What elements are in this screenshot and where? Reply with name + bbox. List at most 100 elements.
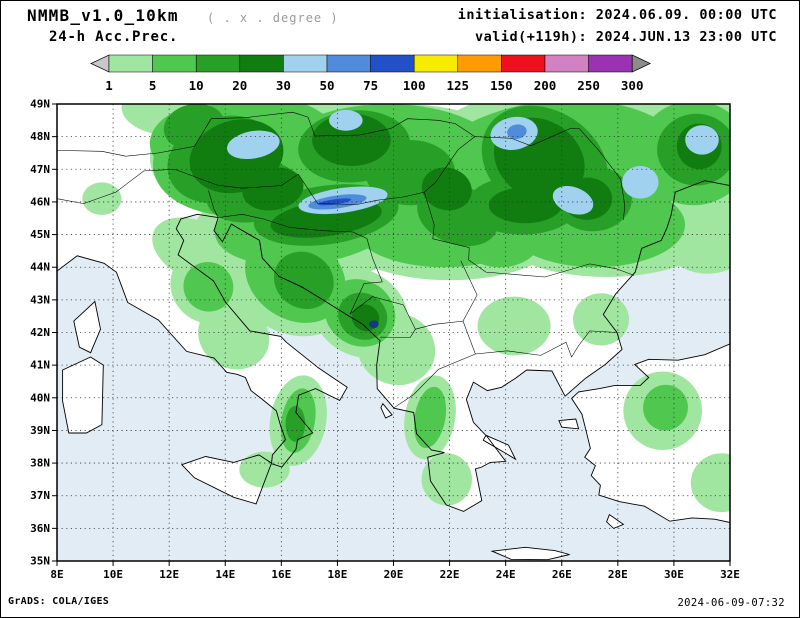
colorbar-tick-label: 200 [534,78,557,93]
colorbar-segment [326,54,371,73]
precip-blob [552,186,594,215]
lon-tick-label: 32E [720,568,740,581]
precip-blob [622,166,659,199]
colorbar-tick-label: 5 [149,78,157,93]
colorbar-legend: 1 5 10 20 30 50 75 100 125 150 200 250 300 [90,54,652,93]
colorbar-segment [544,54,589,73]
colorbar-segment [457,54,502,73]
precip-blob [226,130,280,160]
country-border [424,192,635,278]
colorbar-tick-label: 250 [577,78,600,93]
land-polygon [62,357,104,433]
model-title: NMMB_v1.0_10km [27,6,179,25]
coastline [62,356,104,434]
precip-blob [312,113,391,166]
precip-blob [690,453,730,513]
precip-blob [285,405,306,442]
colorbar-tick-label: 30 [276,78,291,93]
plot-timestamp: 2024-06-09-07:32 [677,597,785,609]
colorbar-tick-label: 1 [105,78,113,93]
country-border [57,169,299,204]
lon-tick-label: 10E [103,568,123,581]
coastline [558,418,580,430]
colorbar-tick-label: 20 [232,78,247,93]
land-polygon [483,435,516,460]
precipitation-map: 49N 48N 47N 46N 45N 44N 43N 42N 41N 40N 39N 38N 37N 3… [30,98,740,582]
lake [369,320,379,329]
colorbar-above-arrow [631,54,652,73]
colorbar-segment [108,54,153,73]
coastline [73,300,101,354]
country-border [474,128,626,220]
lat-tick-label: 43N [30,293,50,306]
lon-tick-label: 22E [440,568,460,581]
lat-tick-label: 35N [30,555,50,568]
border-layer [57,111,635,409]
lat-tick-label: 48N [30,130,50,143]
country-border [460,260,478,355]
lat-tick-label: 45N [30,228,50,241]
country-border [208,190,219,218]
lat-tick-label: 38N [30,457,50,470]
coastline [380,402,393,419]
country-border [393,330,618,409]
country-border [349,296,416,338]
precip-blob [421,453,472,506]
lat-tick-label: 36N [30,522,50,535]
lon-tick-label: 8E [50,568,63,581]
colorbar-segment [413,54,459,73]
colorbar-tick-label: 100 [403,78,426,93]
colorbar-tick-label: 300 [621,78,644,93]
land-polygon [606,514,624,529]
precip-blob [573,293,629,346]
land-polygon [558,419,579,429]
lat-tick-label: 44N [30,261,50,274]
colorbar-segment [283,54,328,73]
lat-tick-label: 46N [30,195,50,208]
init-time-label: initialisation: 2024.06.09. 00:00 UTC [457,7,777,23]
country-border [297,136,475,205]
coastline [57,104,730,512]
precip-blob [329,109,363,131]
colorbar-segment [152,54,197,73]
colorbar-segment [501,54,546,73]
colorbar-below-arrow [90,54,110,73]
lon-tick-label: 30E [664,568,684,581]
coastline [482,434,517,461]
lon-tick-label: 20E [384,568,404,581]
precipitation-field [82,104,730,513]
precip-blob [239,451,290,488]
coastline-layer [57,104,730,561]
colorbar-tick-label: 150 [490,78,513,93]
colorbar-tick-label: 50 [319,78,334,93]
lat-tick-label: 40N [30,391,50,404]
lat-tick-label: 49N [30,98,50,111]
lat-tick-label: 42N [30,326,50,339]
country-border [218,214,368,239]
graticule [57,104,730,561]
precip-blob [242,167,304,211]
precip-blob [273,251,334,309]
precip-blob [685,125,719,155]
precip-blob [421,167,472,211]
lat-tick-label: 41N [30,359,50,372]
country-border [57,111,309,157]
lat-tick-label: 47N [30,163,50,176]
precip-blob [643,384,688,431]
colorbar-tick-label: 10 [189,78,204,93]
lon-tick-label: 24E [496,568,516,581]
degree-note: ( . x . degree ) [207,11,339,25]
lon-tick-label: 16E [271,568,291,581]
lon-tick-label: 12E [159,568,179,581]
coastline [571,343,730,523]
coastline [606,513,625,529]
country-border [415,320,464,330]
precip-blob [198,302,270,370]
country-border [307,117,475,137]
colorbar-segment [588,54,633,73]
precip-blob [183,262,234,312]
colorbar-segment [195,54,241,73]
lon-tick-label: 18E [327,568,347,581]
product-title: 24-h Acc.Prec. [49,29,179,45]
colorbar-segment [370,54,415,73]
